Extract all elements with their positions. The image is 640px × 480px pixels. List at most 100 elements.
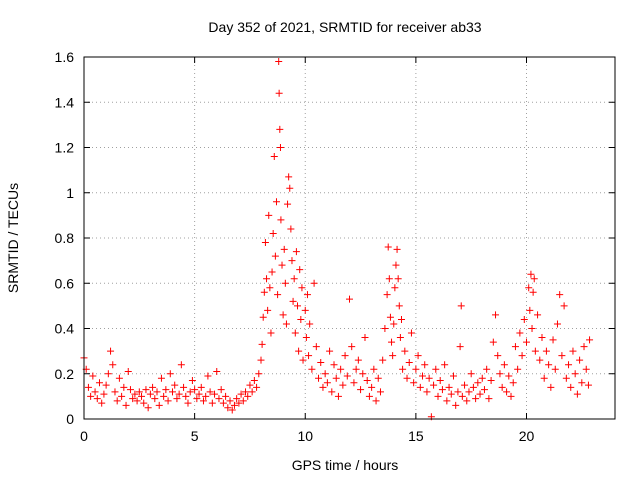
data-point <box>410 379 418 387</box>
data-point <box>263 275 271 283</box>
data-point <box>498 383 506 391</box>
data-point <box>191 386 199 394</box>
data-point <box>584 381 592 389</box>
data-point <box>368 383 376 391</box>
x-tick-label: 0 <box>80 428 88 444</box>
data-point <box>381 325 389 332</box>
data-point <box>472 395 480 403</box>
data-point <box>412 365 420 373</box>
data-point <box>392 261 400 269</box>
data-point <box>503 388 511 396</box>
data-point <box>129 395 137 403</box>
data-point <box>275 89 283 97</box>
y-tick-label: 0.8 <box>55 230 75 246</box>
data-point <box>303 291 311 299</box>
data-point <box>270 153 278 161</box>
data-point <box>354 356 362 364</box>
data-point <box>149 383 157 391</box>
data-point <box>384 243 392 251</box>
data-point <box>296 266 304 274</box>
data-point <box>389 352 397 360</box>
data-point <box>456 343 464 351</box>
data-point <box>516 329 524 337</box>
data-point <box>403 374 411 382</box>
data-point <box>193 395 201 403</box>
data-point <box>260 288 268 296</box>
data-point <box>485 395 493 403</box>
data-point <box>376 388 384 396</box>
data-point <box>118 392 126 400</box>
data-point <box>184 399 192 407</box>
data-point <box>556 291 564 299</box>
data-point <box>269 229 277 237</box>
data-point <box>319 383 327 391</box>
data-point <box>489 338 497 346</box>
chart-title: Day 352 of 2021, SRMTID for receiver ab3… <box>208 19 481 35</box>
data-point <box>302 334 310 342</box>
x-axis-label: GPS time / hours <box>292 457 399 473</box>
data-point <box>341 352 349 360</box>
data-point <box>394 275 402 283</box>
data-point <box>547 383 555 391</box>
data-point <box>332 374 340 382</box>
data-point <box>261 239 269 247</box>
y-tick-label: 0.2 <box>55 366 75 382</box>
data-point <box>226 397 234 405</box>
data-point <box>518 352 526 360</box>
data-point <box>514 365 522 373</box>
data-point <box>509 379 517 387</box>
data-point <box>480 386 488 394</box>
data-points <box>80 58 594 421</box>
data-point <box>432 365 440 373</box>
data-point <box>337 365 345 373</box>
data-point <box>211 390 219 398</box>
x-tick-label: 5 <box>191 428 199 444</box>
data-point <box>279 311 287 319</box>
data-point <box>285 173 293 181</box>
data-point <box>202 392 210 400</box>
data-point <box>348 343 356 351</box>
data-point <box>288 257 296 265</box>
data-point <box>246 381 254 389</box>
data-point <box>578 379 586 387</box>
data-point <box>177 361 185 369</box>
y-tick-label: 1.2 <box>55 140 75 156</box>
data-point <box>153 388 161 396</box>
data-point <box>305 352 313 360</box>
data-point <box>204 372 212 380</box>
data-point <box>142 386 150 394</box>
data-point <box>107 347 115 355</box>
data-point <box>346 295 353 303</box>
y-tick-label: 1 <box>66 185 74 201</box>
data-point <box>222 392 230 400</box>
data-point <box>140 399 148 407</box>
data-point <box>397 315 405 323</box>
y-axis-label: SRMTID / TECUs <box>5 183 21 293</box>
data-point <box>483 365 491 373</box>
data-point <box>391 284 399 292</box>
data-point <box>197 383 205 391</box>
data-point <box>175 390 183 398</box>
data-point <box>352 365 360 373</box>
data-point <box>113 397 121 405</box>
data-point <box>438 386 446 394</box>
data-point <box>461 381 469 389</box>
data-point <box>166 370 174 378</box>
data-point <box>280 245 288 253</box>
data-point <box>538 334 546 342</box>
data-point <box>219 399 227 407</box>
data-point <box>230 401 238 409</box>
data-point <box>250 377 258 385</box>
data-point <box>104 370 112 378</box>
data-point <box>421 361 429 369</box>
data-point <box>299 356 307 364</box>
data-point <box>395 302 403 310</box>
data-point <box>295 347 303 355</box>
data-point <box>312 343 320 351</box>
data-point <box>569 347 577 355</box>
data-point <box>199 397 207 405</box>
data-point <box>576 356 584 364</box>
data-point <box>242 388 250 396</box>
data-point <box>301 306 309 314</box>
y-tick-label: 1.6 <box>55 49 75 65</box>
